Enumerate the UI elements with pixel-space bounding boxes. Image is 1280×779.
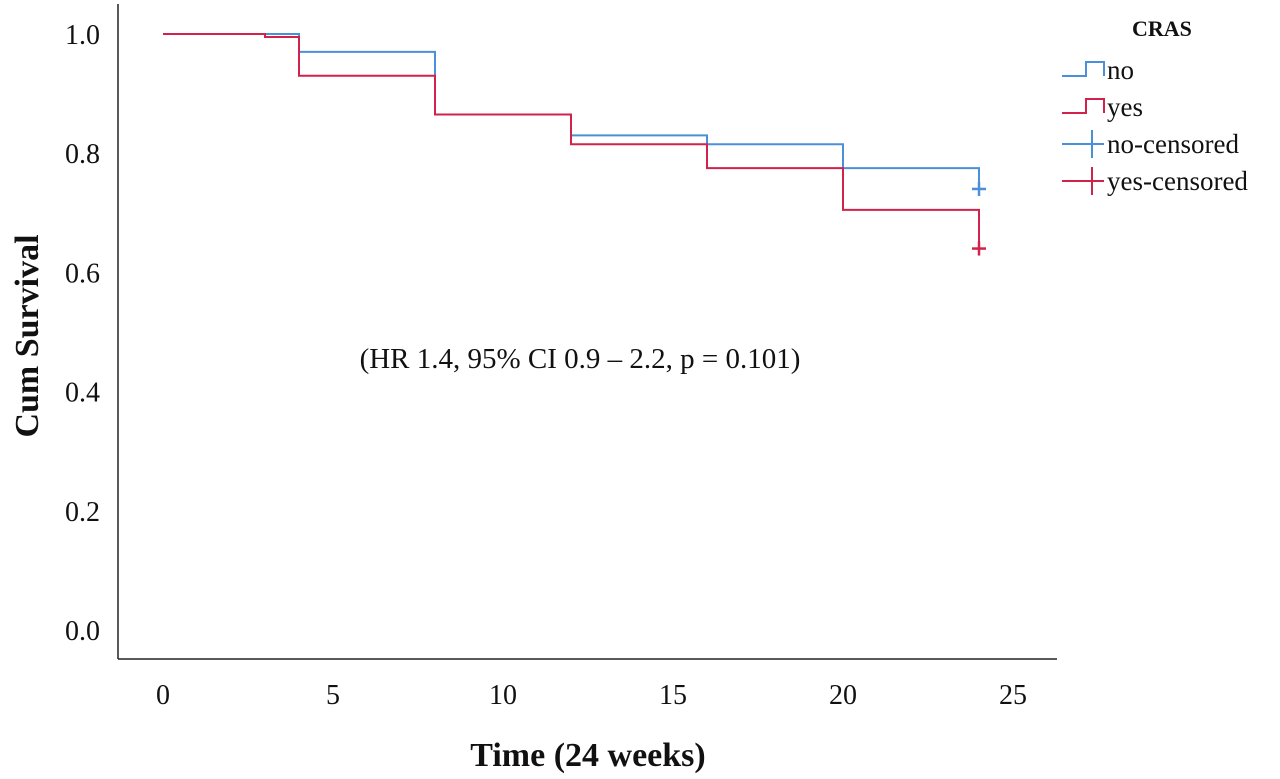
x-tick-label: 5 <box>326 680 340 711</box>
legend-label: no-censored <box>1107 129 1239 159</box>
x-tick-label: 15 <box>659 680 687 711</box>
plot-area <box>117 4 1057 660</box>
y-tick-label: 0.8 <box>65 139 100 170</box>
legend-swatch <box>1062 61 1105 77</box>
y-tick-label: 0.0 <box>65 616 100 647</box>
censor-mark-yes <box>972 241 986 256</box>
hazard-ratio-annotation: (HR 1.4, 95% CI 0.9 – 2.2, p = 0.101) <box>360 343 801 375</box>
y-tick-label: 0.2 <box>65 497 100 528</box>
y-ticks: 0.0 0.2 0.4 0.6 0.8 1.0 <box>65 20 100 647</box>
x-tick-label: 0 <box>156 680 170 711</box>
x-tick-label: 10 <box>489 680 517 711</box>
legend-label: yes-censored <box>1107 166 1248 196</box>
x-ticks: 0 5 10 15 20 25 <box>156 680 1027 711</box>
x-axis-title: Time (24 weeks) <box>470 737 705 774</box>
series-layer <box>163 33 986 256</box>
legend-swatch <box>1062 98 1105 114</box>
legend-item-yes: yes <box>1062 92 1143 122</box>
survival-curve-yes <box>163 33 980 249</box>
legend-item-no: no <box>1062 55 1134 85</box>
survival-curve-no <box>163 33 980 189</box>
y-tick-label: 0.4 <box>65 378 100 409</box>
legend: CRAS no yes no-censored yes-censored <box>1062 16 1248 196</box>
y-tick-label: 0.6 <box>65 258 100 289</box>
x-tick-label: 20 <box>829 680 857 711</box>
legend-item-yes-censored: yes-censored <box>1062 166 1248 196</box>
censor-mark-no <box>972 181 986 196</box>
legend-label: no <box>1107 55 1134 85</box>
x-tick-label: 25 <box>999 680 1027 711</box>
y-axis-title: Cum Survival <box>9 234 46 437</box>
y-tick-label: 1.0 <box>65 20 100 51</box>
legend-item-no-censored: no-censored <box>1062 129 1239 159</box>
legend-title: CRAS <box>1132 16 1192 41</box>
legend-label: yes <box>1107 92 1143 122</box>
